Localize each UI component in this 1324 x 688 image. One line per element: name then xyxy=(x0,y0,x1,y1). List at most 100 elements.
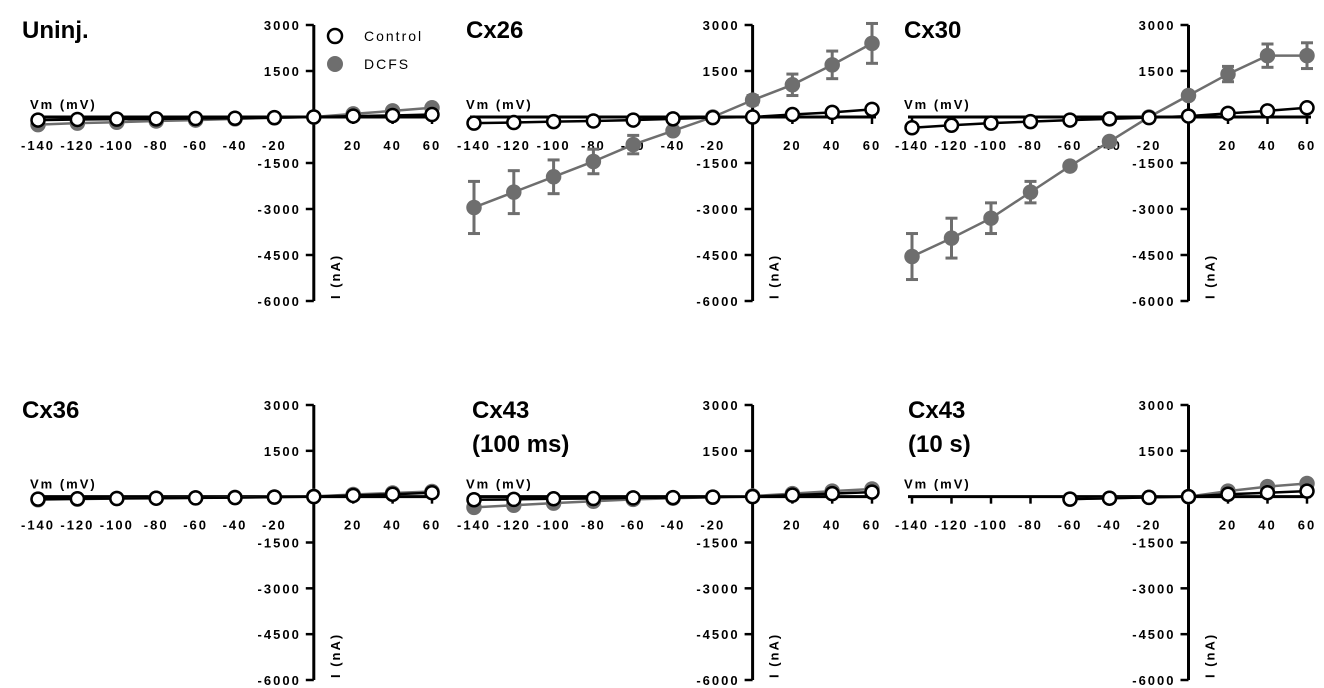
control-point xyxy=(1101,111,1118,127)
control-point xyxy=(705,109,721,126)
chart-panel-1: Uninj. -140 -120 -100 -80 -60 -40 -20 20 40 60 3000… xyxy=(21,17,441,309)
y-tick-label: 1500 xyxy=(1139,444,1176,459)
y-tick-label: -1500 xyxy=(258,156,301,171)
x-tick-label: 40 xyxy=(1258,138,1276,153)
control-point xyxy=(466,491,482,508)
x-tick-label: 40 xyxy=(383,138,401,153)
x-tick-label: -100 xyxy=(537,138,571,153)
y-axis-label: I (nA) xyxy=(1203,633,1218,678)
dcfs-point xyxy=(1101,133,1118,150)
control-point xyxy=(904,119,920,136)
control-point xyxy=(665,111,681,127)
y-tick-label: 1500 xyxy=(703,64,740,79)
y-tick-label: -3000 xyxy=(696,581,739,596)
x-tick-label: -40 xyxy=(223,138,248,153)
x-axis-label: Vm (mV) xyxy=(466,477,533,492)
control-point xyxy=(109,111,125,127)
dcfs-point xyxy=(744,92,761,108)
control-point xyxy=(384,107,401,124)
x-tick-label: -60 xyxy=(183,138,208,153)
control-point xyxy=(784,487,801,503)
x-tick-label: -120 xyxy=(497,518,531,533)
series-control xyxy=(466,484,880,508)
x-tick-label: 60 xyxy=(863,138,881,153)
y-tick-label: -4500 xyxy=(258,627,301,642)
y-tick-label: -3000 xyxy=(258,581,301,596)
y-tick-label: 3000 xyxy=(1139,18,1176,33)
legend: Control DCFS xyxy=(326,27,423,72)
series-control xyxy=(1062,483,1315,507)
x-tick-label: -120 xyxy=(934,518,968,533)
x-tick-label: 40 xyxy=(823,518,841,533)
control-point xyxy=(625,112,641,128)
control-point xyxy=(266,109,283,126)
x-axis-label: Vm (mV) xyxy=(904,477,971,492)
control-point xyxy=(1220,105,1236,122)
panel-title: Cx36 xyxy=(22,397,79,424)
control-point xyxy=(384,486,401,502)
chart-panel-6: Cx43 (10 s) -140 -120 -100 -80 -60 -40 -20 20 40 60… xyxy=(895,397,1316,688)
x-tick-label: -120 xyxy=(934,138,968,153)
control-point xyxy=(187,490,204,506)
control-point xyxy=(506,491,522,508)
x-tick-label: -120 xyxy=(497,138,531,153)
x-tick-label: 60 xyxy=(1298,518,1316,533)
x-tick-label: -100 xyxy=(537,518,571,533)
x-tick-label: -20 xyxy=(262,138,287,153)
control-point xyxy=(424,484,440,501)
series-dcfs xyxy=(466,21,880,236)
dcfs-point xyxy=(506,184,522,200)
dcfs-point xyxy=(1022,184,1039,200)
y-tick-label: -4500 xyxy=(1132,627,1175,642)
dcfs-point xyxy=(585,153,602,170)
panel-title: Cx43 xyxy=(472,397,529,424)
x-tick-label: -60 xyxy=(1058,138,1083,153)
dcfs-point xyxy=(983,210,999,226)
control-point xyxy=(1259,103,1276,119)
control-point xyxy=(585,490,602,507)
control-point xyxy=(148,490,164,506)
x-tick-label: 60 xyxy=(423,138,441,153)
series-control xyxy=(30,484,440,507)
x-tick-label: 60 xyxy=(863,518,881,533)
y-tick-label: -4500 xyxy=(696,627,739,642)
y-tick-label: 1500 xyxy=(1139,64,1176,79)
x-tick-label: 20 xyxy=(783,518,801,533)
control-point xyxy=(545,491,562,507)
chart-panel-5: Cx43 (100 ms) -140 -120 -100 -80 -60 -40 -20 20 40… xyxy=(457,397,881,688)
control-point xyxy=(148,111,164,127)
x-tick-label: -40 xyxy=(661,138,686,153)
legend-control-label: Control xyxy=(364,28,423,44)
x-axis-label: Vm (mV) xyxy=(30,477,97,492)
y-tick-label: -3000 xyxy=(258,202,301,217)
control-point xyxy=(545,113,562,130)
panel-subtitle: (100 ms) xyxy=(472,431,569,458)
y-tick-label: -6000 xyxy=(696,294,739,309)
control-point xyxy=(625,490,641,506)
panel-title: Cx30 xyxy=(904,17,961,44)
y-tick-label: -4500 xyxy=(696,248,739,263)
y-tick-label: -6000 xyxy=(258,294,301,309)
dcfs-point xyxy=(864,35,880,52)
y-tick-label: -6000 xyxy=(696,673,739,688)
control-point xyxy=(1220,486,1236,502)
panel-subtitle: (10 s) xyxy=(908,431,971,458)
panel-title: Cx26 xyxy=(466,17,523,44)
x-tick-label: -40 xyxy=(1097,518,1122,533)
control-point xyxy=(424,106,440,123)
x-tick-label: -80 xyxy=(1018,518,1043,533)
y-tick-label: -3000 xyxy=(1132,581,1175,596)
legend-dcfs-label: DCFS xyxy=(364,56,410,72)
x-tick-label: 60 xyxy=(423,518,441,533)
x-tick-label: 20 xyxy=(1219,138,1237,153)
y-axis-label: I (nA) xyxy=(328,254,343,299)
control-point xyxy=(227,110,243,126)
y-axis-label: I (nA) xyxy=(767,633,782,678)
control-point xyxy=(30,491,46,507)
y-tick-label: 3000 xyxy=(264,18,301,33)
x-tick-label: -120 xyxy=(60,518,94,533)
x-tick-label: -140 xyxy=(895,138,929,153)
x-tick-label: -60 xyxy=(183,518,208,533)
y-tick-label: 3000 xyxy=(703,398,740,413)
y-tick-label: -6000 xyxy=(1132,294,1175,309)
